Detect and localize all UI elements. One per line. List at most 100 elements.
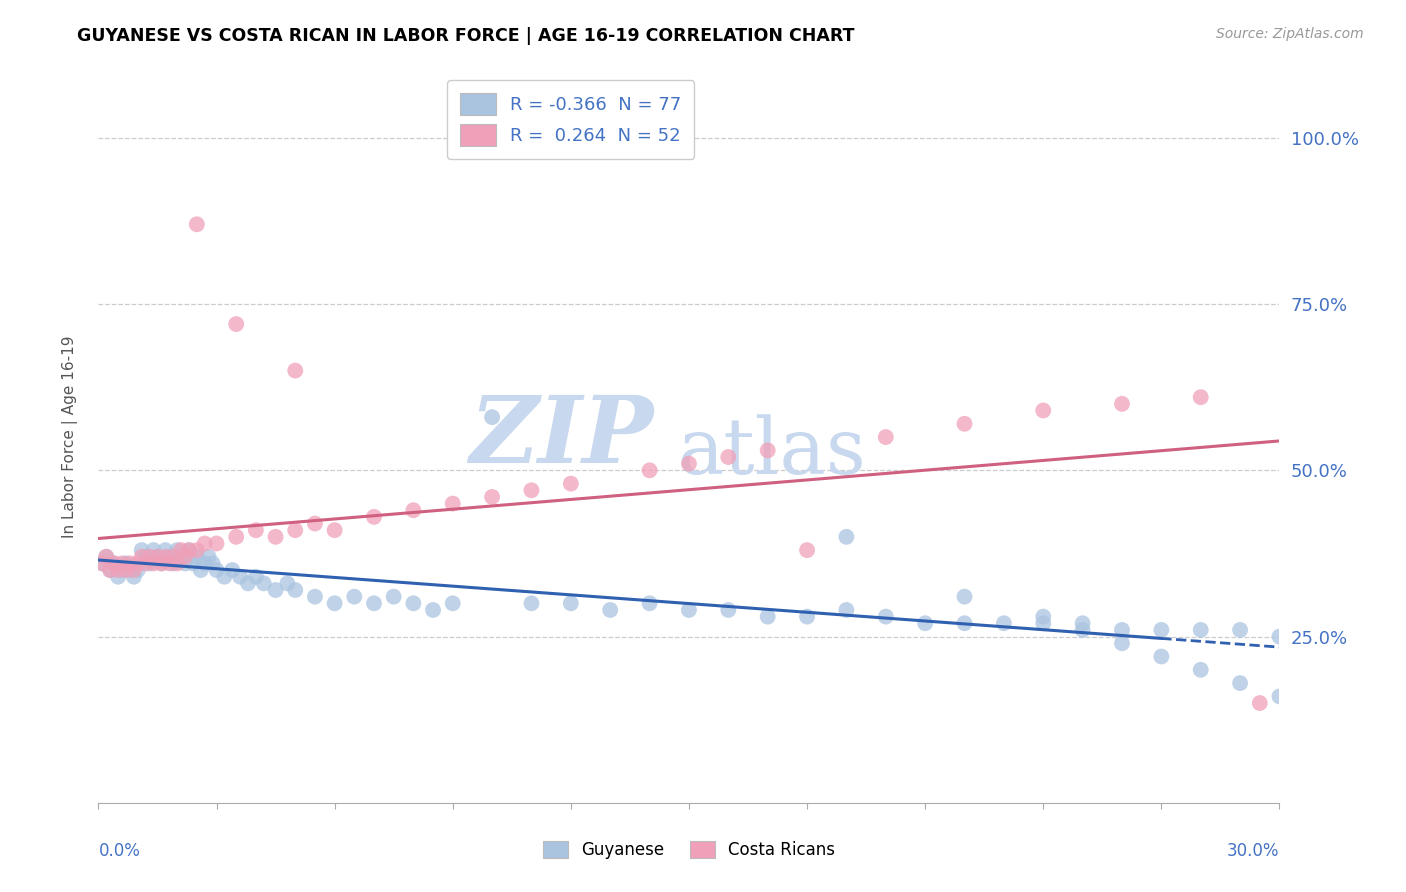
Point <box>1111 623 1133 637</box>
Point <box>146 549 169 564</box>
Point <box>111 557 134 571</box>
Point <box>131 549 153 564</box>
Point <box>481 490 503 504</box>
Point <box>264 582 287 597</box>
Point <box>284 582 307 597</box>
Point <box>1229 676 1251 690</box>
Point <box>225 530 247 544</box>
Point <box>1189 663 1212 677</box>
Point <box>993 616 1015 631</box>
Point <box>835 603 858 617</box>
Point <box>835 530 858 544</box>
Point <box>131 543 153 558</box>
Point <box>422 603 444 617</box>
Legend: Guyanese, Costa Ricans: Guyanese, Costa Ricans <box>534 833 844 868</box>
Point <box>1189 623 1212 637</box>
Point <box>1032 616 1054 631</box>
Point <box>1189 390 1212 404</box>
Point <box>186 217 208 231</box>
Point <box>98 563 121 577</box>
Point <box>118 563 141 577</box>
Point <box>201 557 224 571</box>
Point <box>520 596 543 610</box>
Point <box>1032 609 1054 624</box>
Point <box>953 590 976 604</box>
Point <box>638 596 661 610</box>
Point <box>678 603 700 617</box>
Point <box>264 530 287 544</box>
Point <box>363 509 385 524</box>
Point <box>953 616 976 631</box>
Text: Source: ZipAtlas.com: Source: ZipAtlas.com <box>1216 27 1364 41</box>
Point <box>150 557 173 571</box>
Point <box>1268 690 1291 704</box>
Point <box>914 616 936 631</box>
Point <box>142 557 165 571</box>
Point <box>157 549 180 564</box>
Point <box>245 570 267 584</box>
Point <box>363 596 385 610</box>
Point <box>520 483 543 498</box>
Point <box>276 576 298 591</box>
Point <box>122 570 145 584</box>
Point <box>194 536 217 550</box>
Point <box>157 557 180 571</box>
Point <box>284 523 307 537</box>
Point <box>236 576 259 591</box>
Point <box>323 596 346 610</box>
Text: ZIP: ZIP <box>470 392 654 482</box>
Point <box>1111 636 1133 650</box>
Point <box>177 543 200 558</box>
Point <box>382 590 405 604</box>
Text: 0.0%: 0.0% <box>98 842 141 860</box>
Point <box>402 503 425 517</box>
Point <box>177 543 200 558</box>
Point <box>118 557 141 571</box>
Point <box>1071 623 1094 637</box>
Point <box>253 576 276 591</box>
Point <box>1229 623 1251 637</box>
Point <box>135 549 157 564</box>
Point <box>205 536 228 550</box>
Point <box>205 563 228 577</box>
Point <box>953 417 976 431</box>
Point <box>323 523 346 537</box>
Point <box>162 557 184 571</box>
Point <box>190 563 212 577</box>
Text: 30.0%: 30.0% <box>1227 842 1279 860</box>
Point <box>756 443 779 458</box>
Point <box>98 563 121 577</box>
Point <box>678 457 700 471</box>
Point <box>481 410 503 425</box>
Point <box>174 557 197 571</box>
Point <box>127 563 149 577</box>
Point <box>155 549 177 564</box>
Point <box>135 557 157 571</box>
Point <box>1150 649 1173 664</box>
Point <box>796 609 818 624</box>
Point <box>186 549 208 564</box>
Point <box>91 557 114 571</box>
Point <box>1249 696 1271 710</box>
Point <box>138 549 160 564</box>
Point <box>103 557 125 571</box>
Point <box>599 603 621 617</box>
Point <box>194 557 217 571</box>
Point <box>756 609 779 624</box>
Point <box>174 549 197 564</box>
Point <box>107 563 129 577</box>
Point <box>170 543 193 558</box>
Point <box>1032 403 1054 417</box>
Point <box>166 543 188 558</box>
Point <box>638 463 661 477</box>
Point <box>717 603 740 617</box>
Point <box>142 543 165 558</box>
Point <box>162 549 184 564</box>
Point <box>166 557 188 571</box>
Point <box>91 557 114 571</box>
Point <box>304 516 326 531</box>
Text: atlas: atlas <box>678 414 866 490</box>
Point <box>560 476 582 491</box>
Point <box>115 563 138 577</box>
Point <box>96 549 118 564</box>
